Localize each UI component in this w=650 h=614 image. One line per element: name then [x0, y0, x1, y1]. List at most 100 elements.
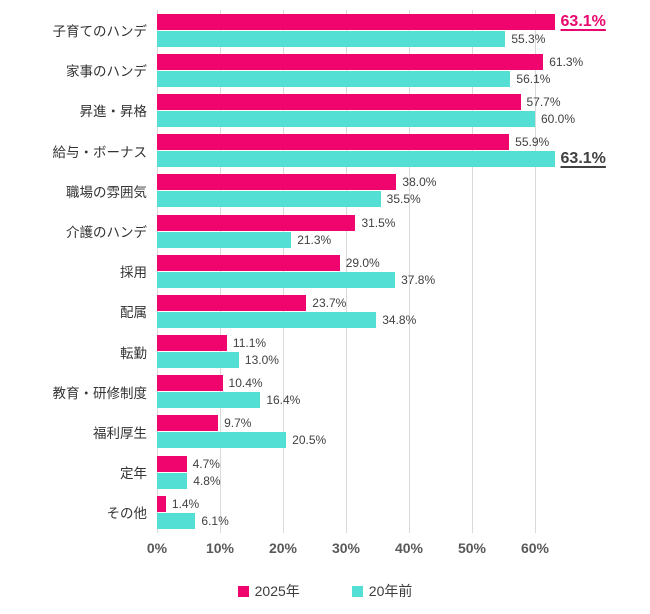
category-label-0: 子育てのハンデ — [52, 24, 148, 40]
bar-20--7 — [157, 311, 377, 328]
value-label-20--4: 35.5% — [386, 192, 421, 207]
legend-swatch-20- — [351, 585, 363, 597]
grid-layer — [157, 10, 650, 533]
value-label-20--7: 34.8% — [382, 312, 417, 327]
barline-2025--7: 23.7% — [157, 294, 650, 311]
category-label-7: 配属 — [120, 305, 147, 321]
category-label-9: 教育・研修制度 — [52, 385, 148, 401]
barline-2025--0: 63.1% — [157, 12, 650, 30]
chart-row-6: 採用 29.0% 37.8% — [120, 251, 650, 291]
category-label-11: 定年 — [120, 466, 147, 482]
barline-20--0: 55.3% — [157, 30, 650, 47]
bar-rows: 子育てのハンデ 63.1% 55.3% 家事のハンデ 61.3% 56.1% 昇進・昇格 57… — [53, 10, 650, 532]
bar-20--11 — [157, 472, 188, 489]
x-axis-tick-40: 40% — [394, 540, 424, 556]
chart-row-1: 家事のハンデ 61.3% 56.1% — [66, 50, 650, 90]
value-label-2025--8: 11.1% — [232, 336, 267, 351]
value-label-20--0: 55.3% — [511, 31, 546, 46]
barline-2025--9: 10.4% — [157, 375, 650, 392]
value-label-2025--12: 1.4% — [171, 496, 200, 511]
chart-row-5: 介護のハンデ 31.5% 21.3% — [66, 211, 650, 251]
bar-2025--1 — [157, 53, 544, 70]
chart-row-4: 職場の雰囲気 38.0% 35.5% — [66, 171, 650, 211]
chart-row-2: 昇進・昇格 57.7% 60.0% — [80, 90, 650, 130]
bar-2025--10 — [157, 415, 219, 432]
bar-2025--7 — [157, 294, 307, 311]
chart-row-11: 定年 4.7% 4.8% — [120, 452, 650, 492]
category-label-2: 昇進・昇格 — [79, 104, 148, 120]
category-label-5: 介護のハンデ — [66, 225, 147, 241]
bar-2025--0 — [157, 13, 555, 30]
bar-20--9 — [157, 392, 261, 409]
bar-20--6 — [157, 271, 396, 288]
category-label-8: 転勤 — [120, 345, 147, 361]
value-label-20--5: 21.3% — [297, 232, 332, 247]
chart-row-7: 配属 23.7% 34.8% — [120, 291, 650, 331]
x-axis-tick-20: 20% — [268, 540, 298, 556]
barline-2025--6: 29.0% — [157, 254, 650, 271]
value-label-20--12: 6.1% — [201, 513, 229, 528]
chart-row-3: 給与・ボーナス 55.9% 63.1% — [53, 131, 650, 171]
bar-2025--2 — [157, 93, 521, 110]
value-label-2025--4: 38.0% — [402, 175, 437, 190]
x-axis-tick-0: 0% — [146, 540, 168, 556]
bar-20--5 — [157, 231, 292, 248]
bar-20--4 — [157, 191, 381, 208]
x-axis-tick-60: 60% — [520, 540, 550, 556]
value-label-20--1: 56.1% — [516, 71, 551, 86]
legend-label-20-: 20年前 — [368, 583, 413, 599]
bar-20--1 — [157, 70, 511, 87]
value-label-20--3: 63.1% — [560, 150, 606, 168]
bar-2025--3 — [157, 134, 510, 151]
bar-2025--9 — [157, 375, 223, 392]
value-label-2025--5: 31.5% — [361, 215, 396, 230]
bar-20--2 — [157, 110, 535, 127]
barline-20--7: 34.8% — [157, 311, 650, 328]
value-label-2025--7: 23.7% — [312, 295, 347, 310]
legend-item-20-: 20年前 — [351, 581, 413, 601]
bar-20--8 — [157, 352, 239, 369]
value-label-2025--9: 10.4% — [228, 376, 263, 391]
category-label-4: 職場の雰囲気 — [66, 184, 147, 200]
barline-2025--3: 55.9% — [157, 134, 650, 151]
value-label-2025--2: 57.7% — [526, 94, 561, 109]
chart-row-0: 子育てのハンデ 63.1% 55.3% — [53, 10, 650, 50]
gridline-20 — [283, 10, 284, 533]
barline-20--3: 63.1% — [157, 150, 650, 168]
value-label-2025--3: 55.9% — [515, 135, 550, 150]
barline-2025--2: 57.7% — [157, 93, 650, 110]
barline-20--4: 35.5% — [157, 191, 650, 208]
value-label-20--8: 13.0% — [244, 353, 279, 368]
bar-2025--6 — [157, 254, 340, 271]
value-label-20--11: 4.8% — [193, 473, 221, 488]
bar-20--3 — [157, 151, 555, 168]
chart-row-12: その他 1.4% 6.1% — [107, 492, 650, 532]
category-label-6: 採用 — [120, 265, 147, 281]
gridline-40 — [409, 10, 410, 533]
gridline-10 — [220, 10, 221, 533]
barline-20--2: 60.0% — [157, 110, 650, 127]
category-label-3: 給与・ボーナス — [52, 144, 148, 160]
barline-2025--1: 61.3% — [157, 53, 650, 70]
bar-2025--12 — [157, 495, 166, 512]
bar-20--12 — [157, 512, 196, 529]
barline-2025--4: 38.0% — [157, 174, 650, 191]
legend-swatch-2025- — [237, 585, 249, 597]
value-label-20--10: 20.5% — [292, 433, 327, 448]
barline-2025--12: 1.4% — [157, 495, 650, 512]
barline-2025--5: 31.5% — [157, 214, 650, 231]
barline-20--11: 4.8% — [157, 472, 650, 489]
barline-2025--10: 9.7% — [157, 415, 650, 432]
legend-label-2025-: 2025年 — [254, 583, 300, 599]
chart-row-10: 福利厚生 9.7% 20.5% — [93, 412, 650, 452]
x-axis-tick-10: 10% — [205, 540, 235, 556]
value-label-2025--0: 63.1% — [560, 12, 606, 30]
plot-area: 子育てのハンデ 63.1% 55.3% 家事のハンデ 61.3% 56.1% 昇進・昇格 57… — [53, 10, 650, 533]
value-label-2025--1: 61.3% — [549, 54, 584, 69]
value-label-2025--6: 29.0% — [345, 255, 380, 270]
chart-row-8: 転勤 11.1% 13.0% — [120, 332, 650, 372]
value-label-20--9: 16.4% — [266, 393, 301, 408]
bar-2025--4 — [157, 174, 397, 191]
barline-20--6: 37.8% — [157, 271, 650, 288]
